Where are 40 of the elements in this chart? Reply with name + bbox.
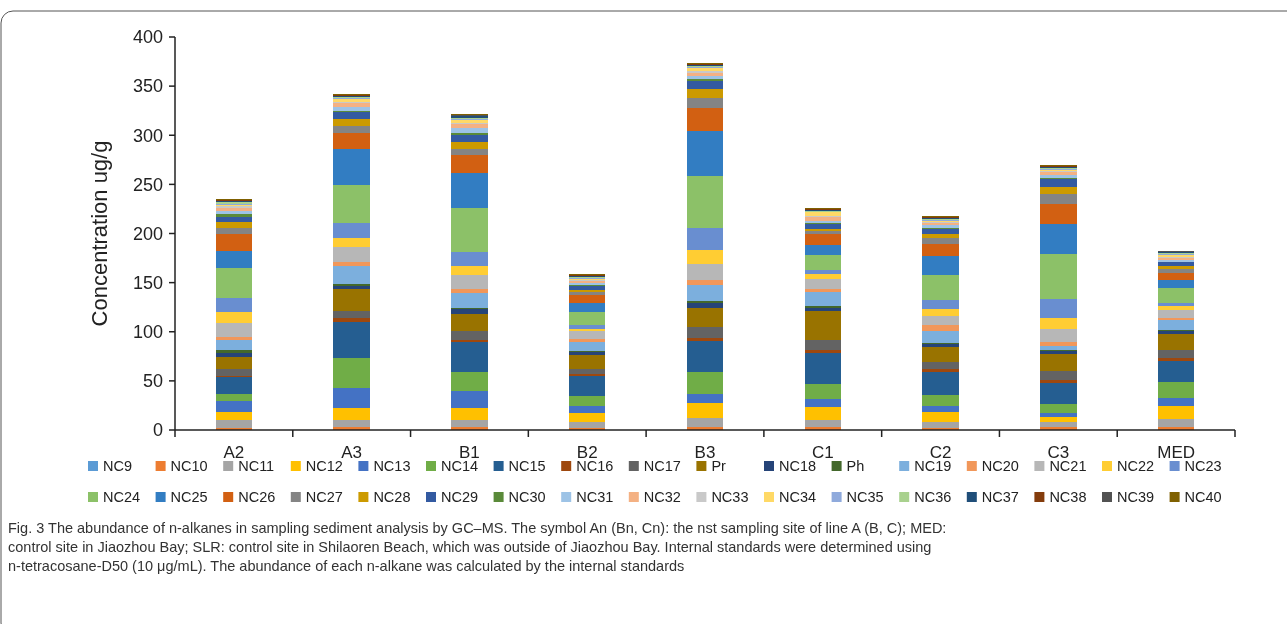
y-tick-label: 250 <box>132 174 163 195</box>
y-tick-label: 300 <box>132 125 163 146</box>
legend-label: NC28 <box>373 489 411 506</box>
legend-label: NC35 <box>846 489 884 506</box>
legend-label: NC10 <box>170 458 208 475</box>
legend-label: NC12 <box>305 458 343 475</box>
legend-label: NC9 <box>103 458 133 475</box>
y-axis-title: Concentration ug/g <box>87 140 112 327</box>
legend-label: NC29 <box>441 489 479 506</box>
y-tick-label: 50 <box>142 371 163 392</box>
legend-label: NC27 <box>305 489 343 506</box>
legend-label: NC33 <box>711 489 749 506</box>
text: n-tetracosane-D50 (10 μg/mL). The abundance of each n-alkane was calculated by the internal standards <box>8 558 685 574</box>
y-tick-label: 350 <box>132 76 163 97</box>
x-tick-label: A3 <box>341 443 363 462</box>
y-tick-label: 0 <box>152 420 163 441</box>
legend-label: NC37 <box>981 489 1019 506</box>
legend-label: NC30 <box>508 489 546 506</box>
legend-label: NC24 <box>103 489 141 506</box>
text: control site in Jiaozhou Bay; SLR: control site in Shilaoren Beach, which was outside of Jiaozhou Bay. Internal standards were determined using <box>8 539 932 555</box>
legend-label: NC13 <box>373 458 411 475</box>
legend-label: Ph <box>846 458 865 475</box>
legend-label: NC20 <box>981 458 1019 475</box>
legend-label: NC22 <box>1117 458 1155 475</box>
legend-label: NC32 <box>643 489 681 506</box>
y-tick-label: 150 <box>132 272 163 293</box>
legend-label: NC26 <box>238 489 276 506</box>
legend-label: NC38 <box>1049 489 1087 506</box>
legend-label: NC15 <box>508 458 546 475</box>
legend-label: NC34 <box>779 489 817 506</box>
legend-label: NC25 <box>170 489 208 506</box>
caption: Fig. 3 The abundance of n-alkanes in sampling sediment analysis by GC–MS. The symbol An (Bn, Cn): the nst sampling site of line A (B, C); MED: <box>8 520 947 536</box>
y-tick-label: 200 <box>132 223 163 244</box>
legend-label: NC17 <box>643 458 681 475</box>
legend-label: NC39 <box>1117 489 1155 506</box>
legend-label: NC36 <box>914 489 952 506</box>
legend-label: NC40 <box>1184 489 1222 506</box>
y-tick-label: 400 <box>132 27 163 48</box>
legend-label: NC31 <box>576 489 614 506</box>
y-tick-label: 100 <box>132 322 163 343</box>
